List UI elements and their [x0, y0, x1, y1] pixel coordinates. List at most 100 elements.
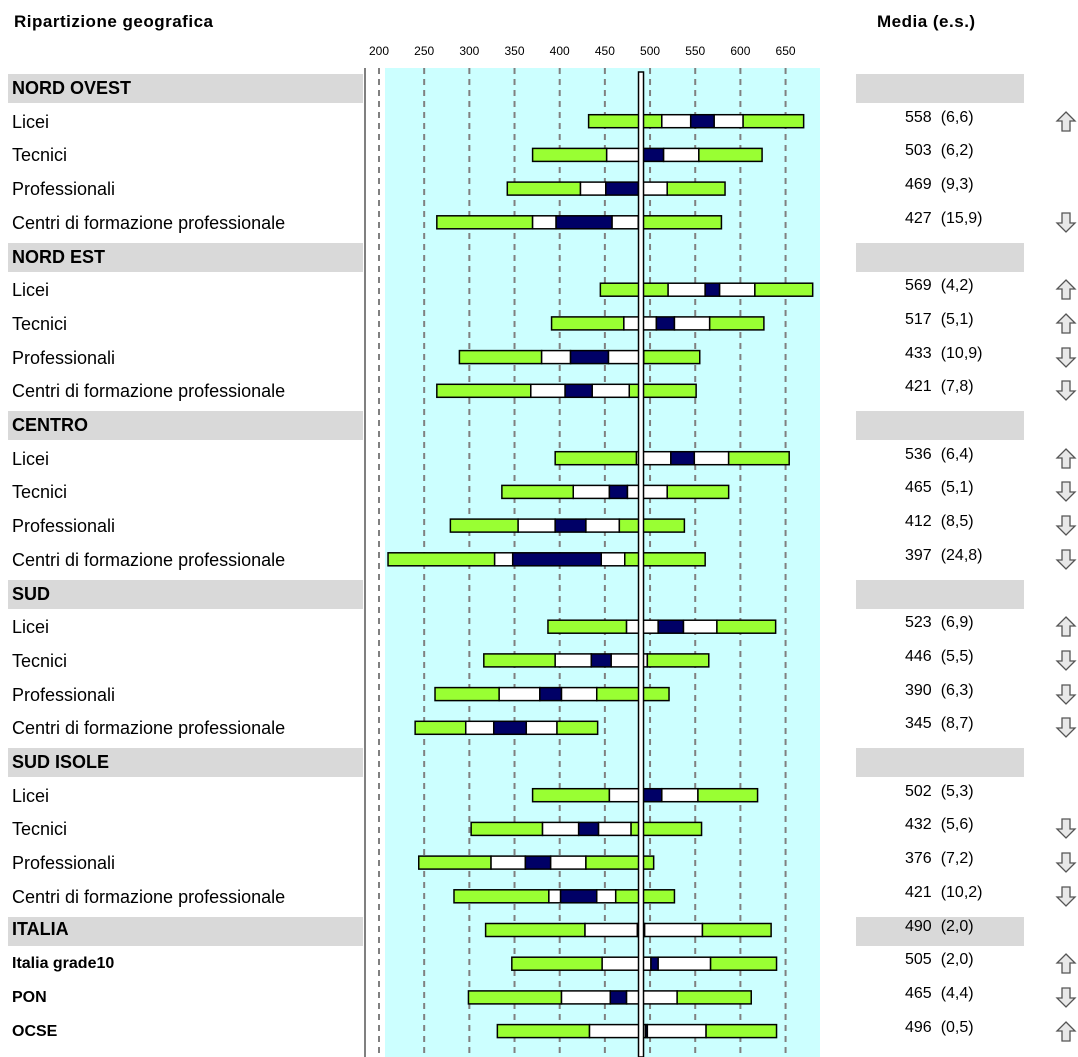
bar-p75-p95 — [628, 383, 697, 399]
mean-value: 536 (6,4) — [905, 445, 974, 465]
table-row: ITALIA 490 (2,0) — [0, 913, 1078, 947]
standard-error: (24,8) — [940, 546, 983, 564]
mean: 490 — [905, 917, 932, 935]
mean: 412 — [905, 513, 932, 531]
mean-value: 465 (4,4) — [905, 984, 974, 1004]
section-band — [856, 242, 1024, 272]
standard-error: (15,9) — [940, 209, 983, 227]
row-label: SUD — [12, 583, 51, 604]
tick-label: 650 — [776, 44, 796, 58]
section-band — [856, 748, 1024, 777]
reference-line — [637, 71, 645, 1057]
standard-error: (7,2) — [940, 850, 974, 868]
row-label: Tecnici — [12, 313, 68, 334]
table-row: Centri di formazione professionale 421 (7,… — [0, 373, 1078, 407]
mean: 397 — [905, 546, 932, 564]
section-row: SUD ISOLE — [0, 744, 1078, 778]
mean: 505 — [905, 951, 932, 969]
standard-error: (5,3) — [940, 782, 974, 800]
row-label: Centri di formazione professionale — [12, 381, 286, 402]
row-label: Licei — [12, 280, 50, 301]
arrow-down-icon — [1055, 515, 1077, 537]
mean: 432 — [905, 816, 932, 834]
section-band — [8, 579, 363, 609]
bar-p75-p95 — [624, 552, 706, 567]
section-band — [856, 916, 1024, 946]
standard-error: (2,0) — [940, 917, 974, 935]
mean-value: 503 (6,2) — [905, 141, 974, 161]
bar-p75-p95 — [666, 484, 730, 500]
mean: 390 — [905, 681, 932, 699]
mean: 517 — [905, 310, 932, 328]
mean-value: 490 (2,0) — [905, 917, 974, 937]
arrow-down-icon — [1055, 886, 1077, 907]
section-row: NORD EST — [0, 239, 1078, 273]
row-label: Licei — [12, 111, 50, 132]
standard-error: (5,1) — [940, 479, 974, 497]
arrow-down-icon — [1055, 683, 1077, 705]
mean-value: 376 (7,2) — [905, 849, 974, 869]
mean: 345 — [905, 715, 932, 733]
row-label: Licei — [12, 785, 50, 806]
tick-label: 200 — [369, 44, 389, 58]
mean: 376 — [905, 850, 932, 868]
tick-label: 300 — [459, 44, 479, 58]
bar-p75-p95 — [676, 990, 752, 1005]
mean-value: 469 (9,3) — [905, 175, 974, 195]
arrow-up-icon — [1055, 616, 1077, 637]
mean-value: 496 (0,5) — [905, 1018, 974, 1038]
mean: 569 — [905, 277, 932, 295]
row-label: Tecnici — [12, 145, 68, 166]
bar-p75-p95 — [585, 855, 655, 870]
mean: 502 — [905, 782, 932, 800]
standard-error: (8,5) — [940, 513, 974, 531]
row-label: Professionali — [12, 516, 116, 537]
mean: 433 — [905, 344, 932, 362]
row-label: Centri di formazione professionale — [12, 718, 286, 739]
arrow-down-icon — [1055, 818, 1077, 840]
mean-value: 390 (6,3) — [905, 681, 974, 701]
row-label: NORD EST — [12, 246, 106, 267]
mean: 421 — [905, 883, 932, 901]
bar-p75-p95 — [705, 1023, 778, 1039]
table-row: Licei 523 (6,9) — [0, 609, 1078, 643]
arrow-down-icon — [1055, 549, 1077, 570]
table-row: Professionali 433 (10,9) — [0, 340, 1078, 374]
arrow-down-icon — [1055, 987, 1077, 1008]
table-row: Licei 536 (6,4) — [0, 441, 1078, 475]
row-label: Professionali — [12, 179, 116, 200]
table-row: Tecnici 503 (6,2) — [0, 137, 1078, 171]
standard-error: (8,7) — [940, 715, 974, 733]
table-row: Centri di formazione professionale 421 (10… — [0, 879, 1078, 913]
bar-p75-p95 — [754, 282, 814, 297]
mean: 523 — [905, 614, 932, 632]
row-label: Licei — [12, 448, 50, 469]
row-label: Tecnici — [12, 482, 68, 503]
tick-label: 550 — [685, 44, 705, 58]
arrow-up-icon — [1055, 110, 1077, 132]
mean-value: 465 (5,1) — [905, 478, 974, 498]
standard-error: (0,5) — [940, 1018, 974, 1036]
table-row: Professionali 412 (8,5) — [0, 508, 1078, 542]
mean: 465 — [905, 984, 932, 1002]
arrow-up-icon — [1055, 312, 1077, 334]
table-row: Professionali 469 (9,3) — [0, 171, 1078, 205]
mean-value: 517 (5,1) — [905, 310, 974, 330]
mean-value: 427 (15,9) — [905, 209, 983, 229]
bar-p75-p95 — [618, 518, 686, 533]
bar-p75-p95 — [709, 956, 778, 971]
bar-p75-p95 — [701, 922, 772, 938]
standard-error: (5,1) — [940, 310, 974, 328]
mean-value: 433 (10,9) — [905, 344, 983, 364]
table-row: Professionali 376 (7,2) — [0, 845, 1078, 879]
section-band — [8, 411, 363, 440]
bar-p75-p95 — [716, 619, 777, 634]
header-media: Media (e.s.) — [877, 12, 976, 31]
bar-p75-p95 — [727, 450, 790, 466]
row-label: CENTRO — [12, 415, 88, 435]
mean: 536 — [905, 445, 932, 463]
bar-p75-p95 — [708, 316, 765, 331]
mean-value: 421 (7,8) — [905, 377, 974, 397]
bar-p75-p95 — [614, 889, 676, 904]
